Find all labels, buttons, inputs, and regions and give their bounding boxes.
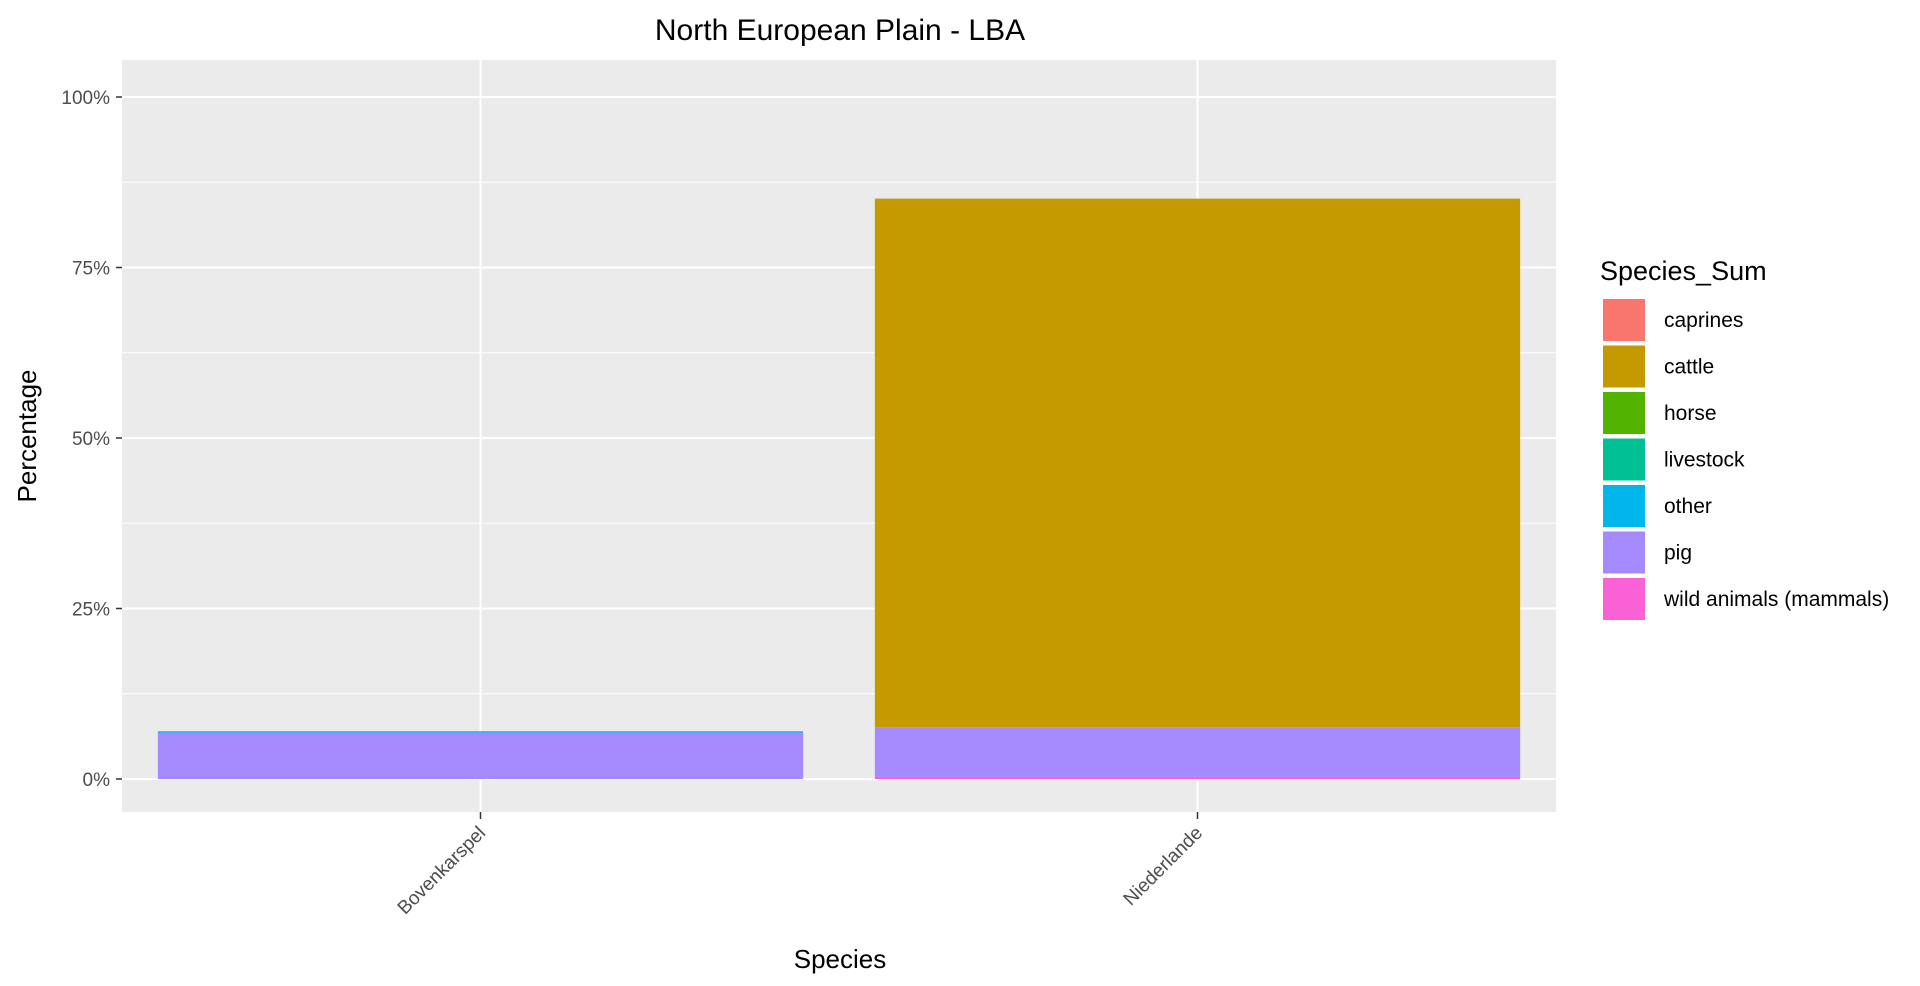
- bar-segment: [874, 727, 1521, 777]
- y-tick-label: 0%: [83, 770, 111, 791]
- legend-label: wild animals (mammals): [1663, 588, 1889, 611]
- legend-label: other: [1664, 495, 1712, 518]
- legend-key: [1601, 529, 1647, 576]
- x-axis-title: Species: [794, 944, 887, 974]
- chart-title: North European Plain - LBA: [655, 14, 1025, 47]
- bar-segment: [157, 732, 804, 779]
- legend-key: [1601, 576, 1647, 622]
- y-tick-label: 25%: [72, 600, 110, 621]
- legend: Species_Sum caprines cattle horse livestock…: [1600, 256, 1889, 622]
- bars: [157, 198, 1521, 779]
- legend-items: caprines cattle horse livestock other pig wild…: [1601, 297, 1889, 622]
- legend-label: livestock: [1664, 449, 1745, 472]
- legend-label: cattle: [1664, 356, 1714, 379]
- legend-label: pig: [1664, 542, 1692, 565]
- legend-label: caprines: [1664, 309, 1743, 332]
- y-axis-title: Percentage: [12, 370, 42, 503]
- y-axis: 0% 25% 50% 75% 100%: [61, 88, 122, 791]
- legend-key: [1601, 390, 1647, 436]
- y-tick-label: 100%: [61, 88, 110, 109]
- y-tick-label: 75%: [72, 259, 110, 280]
- bar-segment: [157, 731, 804, 733]
- legend-label: horse: [1664, 402, 1717, 425]
- bar-segment: [874, 776, 1521, 779]
- y-tick-label: 50%: [72, 429, 110, 450]
- legend-key: [1601, 297, 1647, 343]
- legend-title: Species_Sum: [1600, 256, 1767, 286]
- legend-key: [1601, 483, 1647, 529]
- bar-segment: [874, 198, 1521, 728]
- legend-key: [1601, 436, 1647, 483]
- legend-key: [1601, 343, 1647, 390]
